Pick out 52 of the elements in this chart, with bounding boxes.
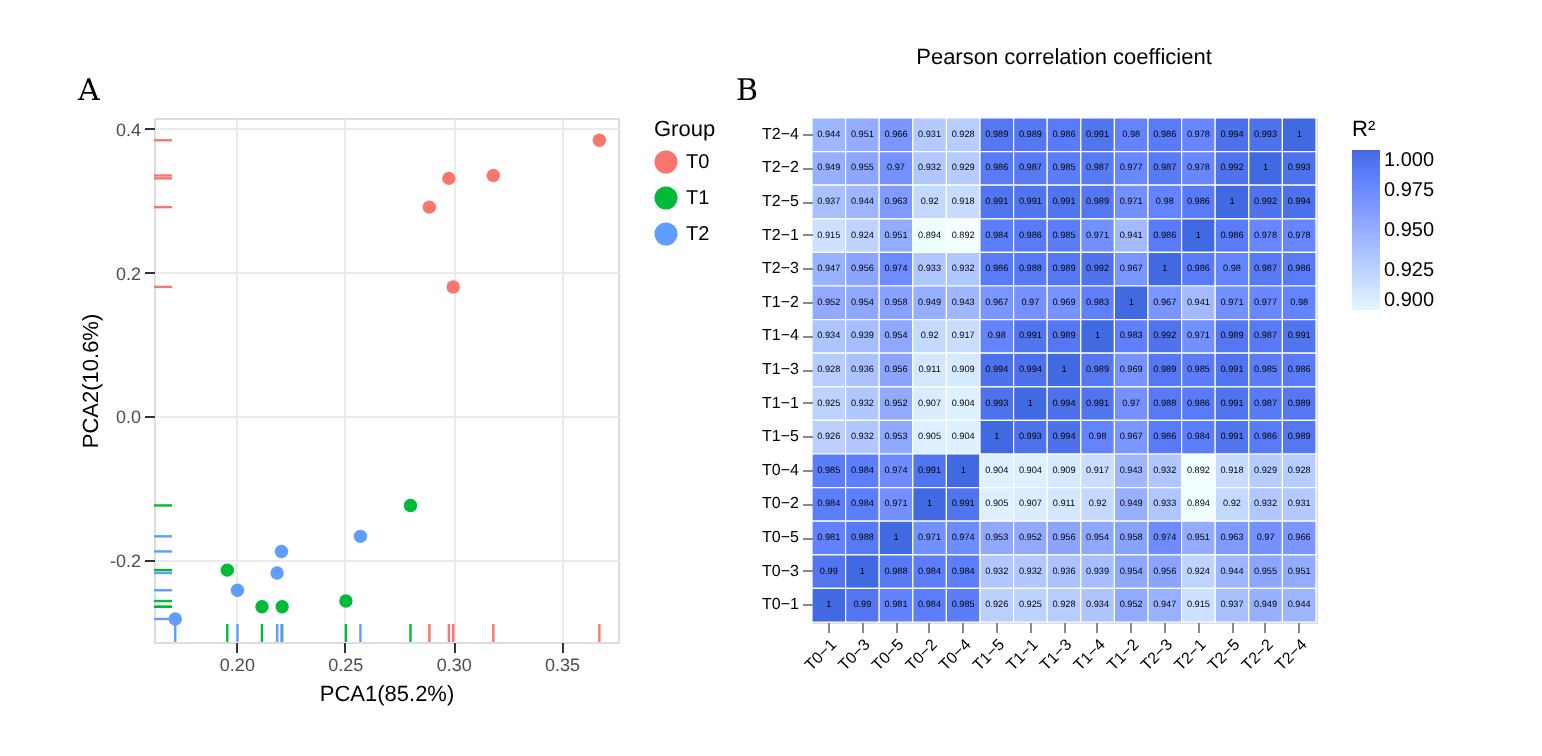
color-bar-title: R² [1352,118,1376,142]
legend-title: Group [654,118,716,142]
point [442,171,456,186]
x-tick-label: 0.35 [545,655,581,675]
chart-title: Pearson correlation coefficient [916,46,1212,70]
legend-label: T2 [686,224,711,246]
y-tick-label: T1−2 [762,292,801,311]
y-tick-label: T1−1 [762,393,801,412]
y-tick-label: T0−2 [762,494,801,513]
y-tick-label: T0−3 [762,561,801,580]
legend-label: T1 [686,188,711,210]
point [486,168,501,183]
point [353,529,368,544]
y-tick-label: T2−1 [762,225,801,244]
y-tick-label: T1−4 [762,326,801,345]
color-bar-label: 1.000 [1384,150,1435,172]
text: B [736,72,759,108]
y-tick-label: T0−5 [762,528,801,546]
legend-label: T0 [686,152,711,174]
point [275,600,289,614]
y-tick-label: T2−2 [762,158,801,177]
y-tick-label: T0−4 [762,460,801,479]
y-tick-label: 0.2 [115,263,141,284]
point [220,563,234,577]
color-bar-label: 0.925 [1384,260,1435,282]
y-tick-label: T2−5 [762,192,801,210]
point [446,280,460,294]
x-axis-title: PCA1(85.2%) [319,683,455,707]
point [422,200,437,214]
y-tick-label: 0.0 [115,407,141,428]
y-tick-label: 0.4 [115,119,141,140]
point [592,133,607,147]
x-tick-label: 0.30 [436,655,472,675]
color-bar-label: 0.900 [1384,290,1435,312]
point [274,544,289,559]
y-axis-title: PCA2(10.6%) [79,313,104,449]
x-tick-label: 0.20 [219,655,255,675]
y-tick-label: T1−5 [762,427,801,446]
point [270,566,284,580]
point [255,600,269,614]
y-tick-label: T1−3 [762,360,801,378]
point [230,583,245,597]
y-tick-label: -0.2 [109,551,141,572]
color-bar-label: 0.975 [1384,180,1435,202]
y-tick-label: T2−3 [762,259,801,278]
text: A [76,72,100,108]
x-tick-label: 0.25 [328,655,364,675]
color-bar-label: 0.950 [1384,220,1435,242]
y-tick-label: T2−4 [762,124,801,143]
y-tick-label: T0−1 [762,595,801,614]
point [339,594,353,608]
point [403,498,418,513]
